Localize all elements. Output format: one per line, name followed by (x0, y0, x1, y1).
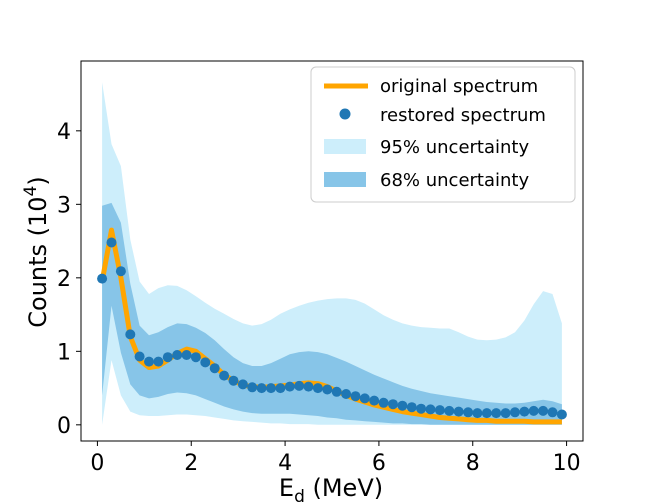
restored-point (209, 363, 220, 374)
y-axis-label-superscript: 4 (21, 186, 41, 197)
legend: original spectrum restored spectrum 95% … (310, 66, 576, 203)
restored-point (481, 408, 492, 419)
restored-point (406, 402, 417, 413)
restored-point (256, 383, 267, 394)
restored-point (416, 403, 427, 414)
restored-point (341, 389, 352, 399)
restored-point (388, 399, 398, 410)
restored-point (312, 383, 323, 394)
x-tick-label: 8 (466, 451, 480, 476)
x-tick-label: 2 (184, 451, 198, 476)
x-tick-label: 4 (278, 451, 292, 476)
restored-point (97, 273, 108, 284)
legend-original-label: original spectrum (380, 76, 538, 97)
restored-point (125, 329, 136, 340)
legend-restored-marker (339, 108, 351, 120)
restored-point (331, 386, 342, 397)
legend-restored-label: restored spectrum (380, 105, 546, 126)
restored-point (266, 383, 276, 394)
restored-point (369, 395, 380, 406)
restored-point (472, 408, 483, 419)
restored-point (172, 350, 183, 360)
restored-point (491, 408, 502, 419)
restored-point (463, 407, 474, 418)
legend-band68-swatch (324, 172, 366, 187)
restored-point (500, 408, 511, 419)
band-95-uncertainty (102, 82, 562, 425)
restored-point (397, 400, 408, 411)
legend-box (310, 66, 576, 203)
restored-point (528, 405, 539, 416)
restored-point (162, 352, 173, 363)
restored-point (294, 380, 305, 391)
restored-point (144, 356, 154, 367)
x-tick-label: 6 (372, 451, 386, 476)
restored-point (115, 266, 126, 277)
restored-point (200, 357, 211, 368)
restored-spectrum-points (97, 237, 567, 420)
restored-point (538, 405, 549, 416)
x-axis-label-subscript: d (294, 487, 305, 504)
restored-point (275, 383, 286, 394)
restored-point (181, 350, 192, 360)
restored-point (219, 370, 230, 381)
restored-point (134, 351, 145, 362)
y-axis-label: Counts (104) (21, 176, 52, 328)
restored-point (444, 405, 455, 416)
restored-point (378, 397, 389, 408)
y-tick-label: 4 (57, 120, 71, 145)
restored-point (453, 406, 464, 417)
legend-band68-label: 68% uncertainty (380, 170, 529, 191)
restored-point (247, 382, 258, 393)
x-axis-ticks: 0 2 4 6 8 10 (90, 441, 581, 476)
restored-point (284, 381, 295, 392)
legend-band95-swatch (324, 139, 366, 154)
plot-area (97, 82, 567, 425)
y-tick-label: 2 (57, 267, 71, 292)
y-axis-ticks: 0 1 2 3 4 (57, 120, 81, 439)
restored-point (303, 381, 314, 392)
restored-point (322, 384, 333, 395)
restored-point (425, 404, 436, 415)
restored-point (359, 393, 370, 404)
restored-point (153, 356, 164, 367)
restored-point (519, 406, 530, 417)
restored-point (228, 375, 239, 386)
restored-point (510, 407, 520, 418)
restored-point (547, 407, 558, 418)
restored-point (350, 391, 361, 402)
legend-band95-label: 95% uncertainty (380, 137, 529, 158)
restored-point (106, 237, 117, 248)
x-tick-label: 10 (553, 451, 581, 476)
restored-point (434, 405, 445, 416)
y-tick-label: 1 (57, 340, 71, 365)
axes-frame (80, 60, 584, 442)
x-axis-label: Ed (MeV) (279, 474, 383, 504)
restored-point (237, 379, 248, 390)
x-axis-label-unit: (MeV) (305, 474, 383, 502)
y-axis-label-end: ) (24, 176, 52, 185)
x-tick-label: 0 (90, 451, 104, 476)
y-tick-label: 0 (57, 414, 71, 439)
y-tick-label: 3 (57, 193, 71, 218)
restored-point (556, 409, 567, 420)
restored-point (190, 352, 201, 363)
